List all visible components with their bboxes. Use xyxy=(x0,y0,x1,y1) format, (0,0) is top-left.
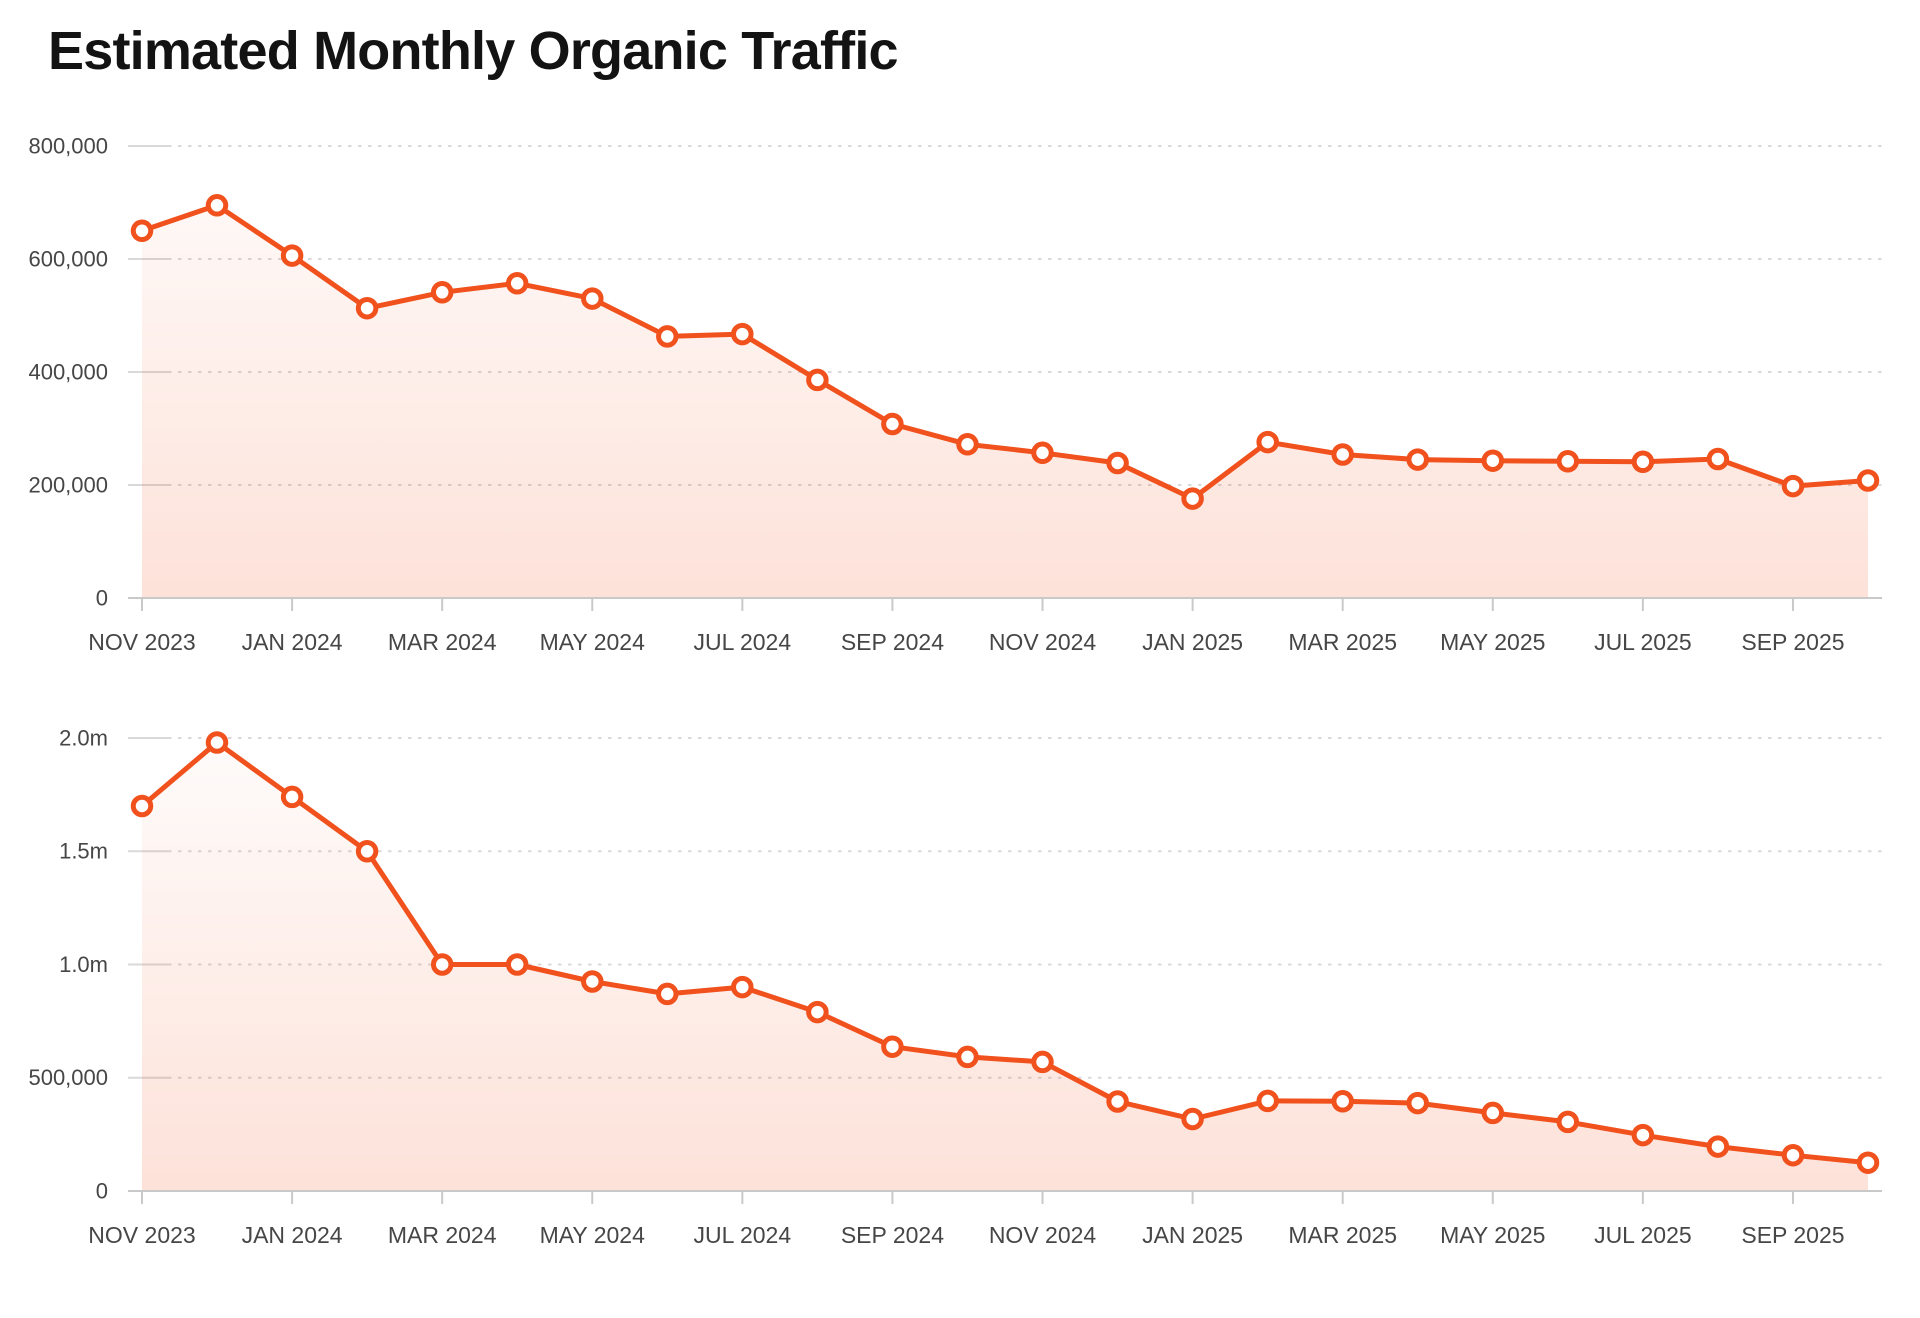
data-point-marker[interactable] xyxy=(1631,450,1655,474)
series-line xyxy=(139,202,1871,502)
data-point-marker[interactable] xyxy=(1856,469,1880,492)
data-point-marker[interactable] xyxy=(1781,474,1805,498)
y-tick-label: 0 xyxy=(96,585,108,610)
x-tick-label: MAR 2024 xyxy=(388,629,497,655)
data-point-marker[interactable] xyxy=(1481,1101,1505,1125)
data-point-marker[interactable] xyxy=(355,840,379,863)
data-point-marker[interactable] xyxy=(1256,430,1279,454)
data-point-marker[interactable] xyxy=(355,296,379,320)
data-point-marker[interactable] xyxy=(430,281,454,304)
x-tick-label: JUL 2024 xyxy=(694,629,792,655)
x-tick-label: NOV 2024 xyxy=(989,629,1097,655)
data-point-marker[interactable] xyxy=(656,325,679,348)
data-point-marker[interactable] xyxy=(1331,443,1354,466)
data-point-marker[interactable] xyxy=(731,975,754,999)
data-point-marker[interactable] xyxy=(280,244,304,267)
x-tick-label: NOV 2023 xyxy=(88,629,195,655)
data-point-marker[interactable] xyxy=(1631,1123,1655,1147)
organic-traffic-lower-chart: 2.0m 1.5m 1.0m 500,000 0 NOV 2023 JAN 2024 MAR … xyxy=(28,725,1882,1248)
x-tick-label: NOV 2024 xyxy=(989,1222,1097,1248)
data-point-marker[interactable] xyxy=(581,287,604,310)
y-tick-label: 800,000 xyxy=(28,133,108,158)
data-point-marker[interactable] xyxy=(1256,1089,1279,1113)
data-point-marker[interactable] xyxy=(505,272,529,295)
data-point-marker[interactable] xyxy=(806,368,829,392)
data-point-marker[interactable] xyxy=(280,785,304,809)
x-tick-label: JUL 2025 xyxy=(1594,1222,1692,1248)
data-point-marker[interactable] xyxy=(1331,1090,1354,1113)
x-tick-label: SEP 2025 xyxy=(1741,1222,1844,1248)
data-point-marker[interactable] xyxy=(205,731,229,754)
x-tick-label: JAN 2024 xyxy=(242,629,343,655)
data-point-marker[interactable] xyxy=(881,1035,904,1058)
data-point-marker[interactable] xyxy=(130,219,154,243)
y-tick-label: 600,000 xyxy=(28,246,108,271)
data-point-marker[interactable] xyxy=(1856,1151,1880,1174)
x-tick-label: JAN 2025 xyxy=(1142,1222,1243,1248)
x-tick-label: NOV 2023 xyxy=(88,1222,195,1248)
data-point-marker[interactable] xyxy=(1406,1091,1429,1115)
data-point-marker[interactable] xyxy=(731,322,754,346)
data-point-marker[interactable] xyxy=(1781,1143,1805,1167)
data-point-marker[interactable] xyxy=(1031,441,1054,465)
series-area xyxy=(142,742,1868,1191)
y-tick-label: 200,000 xyxy=(28,472,108,497)
y-tick-label: 0 xyxy=(96,1178,108,1203)
data-point-marker[interactable] xyxy=(1556,1110,1580,1134)
x-tick-label: JUL 2025 xyxy=(1594,629,1692,655)
x-tick-label: MAR 2025 xyxy=(1288,629,1397,655)
data-point-marker[interactable] xyxy=(1106,451,1129,475)
x-tick-label: MAY 2025 xyxy=(1440,1222,1545,1248)
data-point-marker[interactable] xyxy=(130,794,154,818)
data-point-marker[interactable] xyxy=(806,1000,829,1024)
x-tick-label: SEP 2024 xyxy=(841,1222,944,1248)
data-point-marker[interactable] xyxy=(956,433,979,456)
x-tick-label: SEP 2024 xyxy=(841,629,944,655)
data-point-marker[interactable] xyxy=(581,970,604,993)
y-tick-label: 1.5m xyxy=(59,839,108,864)
data-point-marker[interactable] xyxy=(505,953,529,976)
y-tick-label: 1.0m xyxy=(59,952,108,977)
data-point-marker[interactable] xyxy=(1181,1107,1204,1131)
x-tick-label: JAN 2025 xyxy=(1142,629,1243,655)
x-tick-label: MAR 2025 xyxy=(1288,1222,1397,1248)
series-area xyxy=(142,205,1868,599)
y-tick-label: 2.0m xyxy=(59,725,108,750)
x-tick-label: JAN 2024 xyxy=(242,1222,343,1248)
x-tick-label: MAR 2024 xyxy=(388,1222,497,1248)
y-tick-label: 500,000 xyxy=(28,1065,108,1090)
data-point-marker[interactable] xyxy=(1106,1090,1129,1113)
x-tick-label: JUL 2024 xyxy=(694,1222,792,1248)
x-tick-label: MAY 2024 xyxy=(540,629,645,655)
x-tick-label: SEP 2025 xyxy=(1741,629,1844,655)
organic-traffic-upper-chart: 800,000 600,000 400,000 200,000 0 NOV 2023 JAN… xyxy=(28,133,1882,655)
data-point-marker[interactable] xyxy=(1706,447,1730,471)
data-point-marker[interactable] xyxy=(1181,487,1204,510)
data-point-marker[interactable] xyxy=(656,982,679,1006)
x-tick-label: MAY 2024 xyxy=(540,1222,645,1248)
data-point-marker[interactable] xyxy=(430,953,454,976)
data-point-marker[interactable] xyxy=(881,412,904,436)
y-tick-label: 400,000 xyxy=(28,359,108,384)
x-tick-label: MAY 2025 xyxy=(1440,629,1545,655)
series-line xyxy=(139,740,1871,1166)
data-point-marker[interactable] xyxy=(1706,1135,1730,1158)
data-point-marker[interactable] xyxy=(1406,448,1429,471)
data-point-marker[interactable] xyxy=(1031,1050,1054,1074)
data-point-marker[interactable] xyxy=(956,1045,979,1069)
page-title: Estimated Monthly Organic Traffic xyxy=(48,21,899,81)
data-point-marker[interactable] xyxy=(1481,449,1505,472)
data-point-marker[interactable] xyxy=(205,194,229,217)
data-point-marker[interactable] xyxy=(1556,450,1580,473)
